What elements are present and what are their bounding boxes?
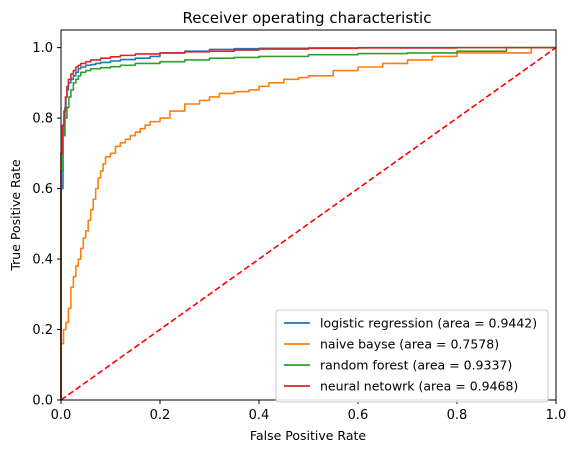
- series-line-1: [60, 46, 556, 400]
- y-tick-label: 0.0: [32, 394, 53, 409]
- x-tick-label: 0.0: [51, 408, 72, 423]
- x-axis-label: False Positive Rate: [250, 428, 366, 443]
- legend-entry: neural netowrk (area = 0.9468): [320, 379, 518, 394]
- y-tick-label: 0.6: [32, 182, 53, 197]
- series-line-3: [60, 46, 556, 400]
- legend: logistic regression (area = 0.9442) naive…: [275, 309, 549, 403]
- x-tick-label: 0.6: [348, 408, 369, 423]
- y-tick-label: 0.2: [32, 323, 53, 338]
- x-tick-label: 0.4: [249, 408, 270, 423]
- x-tick-label: 0.8: [447, 408, 468, 423]
- diagonal-reference-line: [60, 46, 557, 401]
- x-tick-label: 1.0: [546, 408, 567, 423]
- x-tick-label: 0.2: [150, 408, 171, 423]
- y-axis-ticks: 0.0 0.2 0.4 0.6 0.8 1.0: [32, 41, 61, 409]
- series-line-2: [60, 46, 556, 400]
- y-tick-label: 1.0: [32, 41, 53, 56]
- legend-entry: logistic regression (area = 0.9442): [320, 316, 537, 331]
- chart-title: Receiver operating characteristic: [183, 9, 432, 27]
- y-tick-label: 0.4: [32, 253, 53, 268]
- y-axis-label: True Positive Rate: [8, 159, 23, 272]
- y-tick-label: 0.8: [32, 112, 53, 127]
- legend-entry: random forest (area = 0.9337): [320, 358, 512, 373]
- legend-entry: naive bayse (area = 0.7578): [320, 337, 499, 352]
- plot-lines: [60, 46, 557, 401]
- x-axis-ticks: 0.0 0.2 0.4 0.6 0.8 1.0: [51, 400, 567, 423]
- legend-box: [275, 309, 549, 403]
